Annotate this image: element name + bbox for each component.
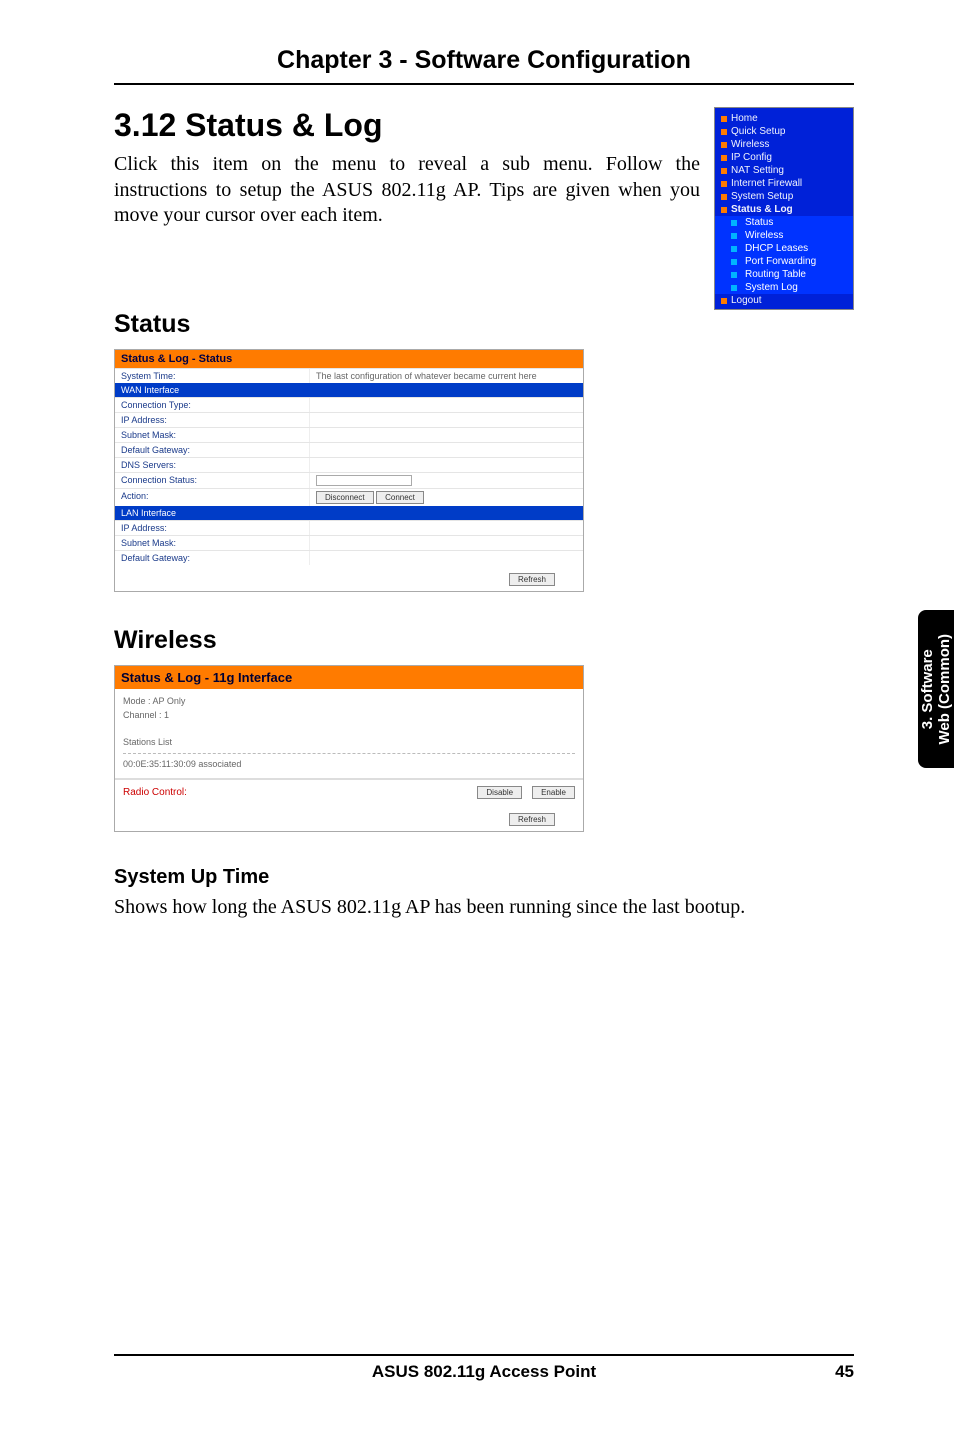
nav-item: Wireless (731, 139, 769, 150)
intro-paragraph: Click this item on the menu to reveal a … (114, 152, 700, 229)
footer-title: ASUS 802.11g Access Point (372, 1362, 596, 1382)
panel-title: Status & Log - Status (115, 350, 583, 368)
label: Default Gateway: (115, 443, 310, 457)
label: Default Gateway: (115, 551, 310, 565)
text-line: Channel : 1 (123, 709, 575, 723)
nav-item: System Setup (731, 191, 793, 202)
nav-item: Logout (731, 295, 762, 306)
label: Connection Type: (115, 398, 310, 412)
uptime-heading: System Up Time (114, 866, 854, 889)
label: IP Address: (115, 413, 310, 427)
nav-sub: Routing Table (745, 269, 806, 280)
nav-sub: Status (745, 217, 773, 228)
disconnect-button[interactable]: Disconnect (316, 491, 374, 504)
divider-top (114, 83, 854, 85)
nav-item: Internet Firewall (731, 178, 802, 189)
panel-section: WAN Interface (115, 383, 583, 397)
nav-sidebar-screenshot: Home Quick Setup Wireless IP Config NAT … (714, 107, 854, 310)
label: DNS Servers: (115, 458, 310, 472)
divider-bottom (114, 1354, 854, 1356)
status-field (316, 475, 412, 486)
nav-sub: Port Forwarding (745, 256, 816, 267)
nav-item-active: Status & Log (731, 204, 793, 215)
label: Subnet Mask: (115, 536, 310, 550)
page-footer: ASUS 802.11g Access Point 45 (114, 1354, 854, 1382)
enable-button[interactable]: Enable (532, 786, 575, 799)
panel-section: LAN Interface (115, 506, 583, 520)
tab-line1: 3. Software (919, 634, 936, 745)
nav-item: IP Config (731, 152, 772, 163)
wireless-heading: Wireless (114, 626, 854, 655)
value: The last configuration of whatever becam… (310, 369, 583, 383)
label: Action: (115, 489, 310, 506)
nav-item: Home (731, 113, 758, 124)
nav-sub: System Log (745, 282, 798, 293)
tab-line2: Web (Common) (936, 634, 953, 745)
text-line: Stations List (123, 736, 575, 750)
label: System Time: (115, 369, 310, 383)
panel-title: Status & Log - 11g Interface (115, 666, 583, 689)
side-thumb-tab: 3. Software Web (Common) (918, 610, 954, 768)
nav-sub: DHCP Leases (745, 243, 808, 254)
nav-item: NAT Setting (731, 165, 784, 176)
label: IP Address: (115, 521, 310, 535)
wireless-panel-screenshot: Status & Log - 11g Interface Mode : AP O… (114, 665, 584, 832)
uptime-paragraph: Shows how long the ASUS 802.11g AP has b… (114, 895, 854, 921)
status-heading: Status (114, 310, 854, 339)
section-title: 3.12 Status & Log (114, 107, 700, 144)
refresh-button[interactable]: Refresh (509, 813, 555, 826)
refresh-button[interactable]: Refresh (509, 573, 555, 586)
nav-item: Quick Setup (731, 126, 785, 137)
page-number: 45 (835, 1362, 854, 1382)
label: Subnet Mask: (115, 428, 310, 442)
text-line: 00:0E:35:11:30:09 associated (123, 758, 575, 772)
radio-control-label: Radio Control: (123, 787, 187, 798)
text-line: Mode : AP Only (123, 695, 575, 709)
nav-sub: Wireless (745, 230, 783, 241)
disable-button[interactable]: Disable (477, 786, 522, 799)
connect-button[interactable]: Connect (376, 491, 424, 504)
status-panel-screenshot: Status & Log - Status System Time:The la… (114, 349, 584, 592)
chapter-heading: Chapter 3 - Software Configuration (114, 46, 854, 75)
label: Connection Status: (115, 473, 310, 488)
